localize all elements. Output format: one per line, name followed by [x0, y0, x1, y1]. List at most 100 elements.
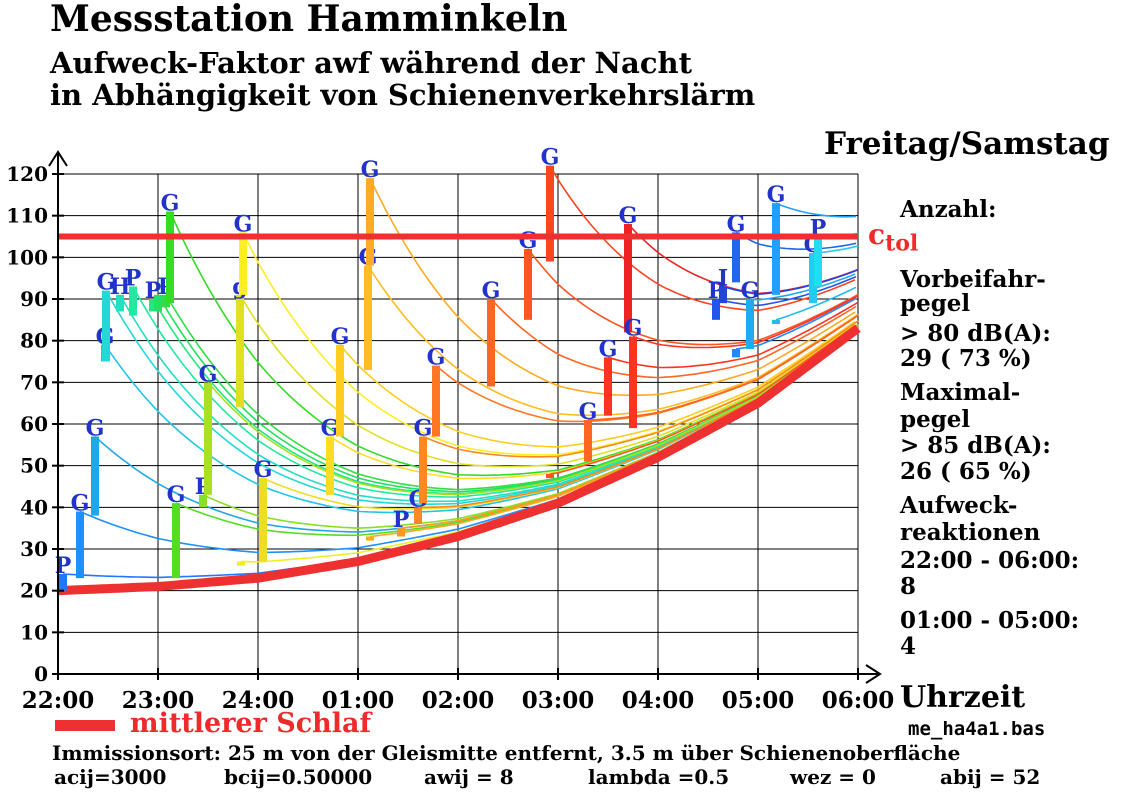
event-label: G — [579, 399, 598, 425]
x-tick-label: 03:00 — [522, 687, 595, 714]
event-label: G — [234, 211, 253, 237]
param-awij: awij = 8 — [424, 765, 514, 789]
param-lambda: lambda =0.5 — [588, 765, 730, 789]
x-axis-arrow — [865, 664, 882, 684]
decay-curve — [490, 298, 857, 379]
passby-line4: 29 ( 73 %) — [900, 345, 1032, 372]
legend-swatch — [55, 720, 115, 731]
y-tick-label: 120 — [6, 162, 48, 186]
max-line1: Maximal- — [900, 379, 1021, 406]
event-label: G — [727, 211, 746, 237]
event-label: G — [541, 145, 560, 171]
x-tick-label: 06:00 — [822, 687, 895, 714]
x-tick-label: 23:00 — [122, 687, 195, 714]
decay-curve — [715, 276, 857, 307]
x-tick-label: 24:00 — [222, 687, 295, 714]
event-label: G — [321, 416, 340, 442]
event-label: G — [741, 278, 760, 304]
file-name: me_ha4a1.bas — [908, 718, 1046, 740]
x-axis-unit: Uhrzeit — [900, 680, 1026, 715]
event-label: G — [482, 278, 501, 304]
decay-curve — [632, 295, 859, 349]
wake-line1: Aufweck- — [900, 492, 1018, 519]
tick-labels: 0 10 20 30 40 50 60 70 80 90 100 110 120 22:00 23:00 24… — [6, 162, 894, 714]
param-wez: wez = 0 — [790, 765, 876, 789]
y-tick-label: 0 — [34, 662, 48, 686]
x-tick-label: 01:00 — [322, 687, 395, 714]
decay-curve — [202, 326, 859, 529]
event-label: G — [361, 157, 380, 183]
y-tick-label: 80 — [20, 329, 48, 353]
max-line4: 26 ( 65 %) — [900, 458, 1032, 485]
x-tick-label: 04:00 — [622, 687, 695, 714]
x-tick-label: 22:00 — [22, 687, 95, 714]
decay-curve — [527, 248, 859, 346]
chart-subtitle-line1: Aufweck-Faktor awf während der Nacht — [50, 46, 692, 80]
event-label: P — [393, 507, 410, 533]
decay-curve — [422, 320, 859, 458]
event-bars: PGGGGHPPPGGPGgGGGGGGPGGGGGGGGGGPIGGGGP — [55, 145, 826, 591]
event-label: G — [624, 316, 643, 342]
passby-line3: > 80 dB(A): — [900, 320, 1051, 347]
decay-curve — [339, 320, 856, 448]
max-line3: > 85 dB(A): — [900, 432, 1051, 459]
y-tick-label: 90 — [20, 287, 48, 311]
day-label: Freitag/Samstag — [824, 126, 1110, 162]
event-label: G — [167, 482, 186, 508]
y-tick-label: 100 — [6, 245, 48, 269]
passby-line1: Vorbeifahr- — [900, 266, 1046, 293]
decay-curve — [735, 231, 857, 250]
event-label: H — [110, 274, 131, 300]
x-tick-label: 02:00 — [422, 687, 495, 714]
decay-curve — [104, 327, 856, 514]
wake-line4: 8 — [900, 573, 917, 600]
immission-note: Immissionsort: 25 m von der Gleismitte e… — [52, 741, 961, 765]
param-acij: acij=3000 — [54, 765, 167, 789]
decay-curve — [105, 290, 857, 505]
event-label: G — [161, 191, 180, 217]
max-line2: pegel — [900, 406, 971, 433]
event-label: G — [427, 345, 446, 371]
decay-curve — [400, 327, 857, 529]
y-tick-label: 40 — [20, 495, 48, 519]
x-tick-label: 05:00 — [722, 687, 795, 714]
y-tick-label: 20 — [20, 579, 48, 603]
decay-curves — [57, 165, 861, 596]
decay-curve — [735, 297, 857, 350]
decay-curve — [369, 177, 856, 397]
event-label: G — [619, 203, 638, 229]
axes — [48, 150, 882, 684]
legend-label: mittlerer Schlaf — [130, 708, 372, 739]
y-tick-label: 60 — [20, 412, 48, 436]
passby-line2: pegel — [900, 290, 971, 317]
y-tick-label: 110 — [6, 204, 48, 228]
y-tick-label: 30 — [20, 537, 48, 561]
decay-curve — [749, 273, 856, 301]
wake-line5: 01:00 - 05:00: — [900, 607, 1080, 634]
y-tick-label: 50 — [20, 454, 48, 478]
decay-curve — [775, 286, 857, 321]
chart-subtitle-line2: in Abhängigkeit von Schienenverkehrslärm — [50, 78, 756, 112]
decay-curve — [722, 269, 859, 296]
chart-title: Messstation Hamminkeln — [50, 0, 568, 40]
event-label: I — [718, 266, 728, 292]
c-tol-label: ctol — [868, 218, 918, 257]
decay-curve — [549, 325, 856, 475]
c-tol-symbol: c — [868, 218, 886, 251]
event-label: G — [86, 416, 105, 442]
event-label: G — [519, 228, 538, 254]
y-axis-arrow — [48, 150, 68, 167]
event-label: P — [125, 266, 142, 292]
decay-curve — [367, 265, 859, 417]
decay-curve — [207, 324, 859, 496]
event-label: G — [199, 361, 218, 387]
event-label: G — [414, 416, 433, 442]
wake-line6: 4 — [900, 633, 917, 660]
event-label: G — [97, 270, 116, 296]
event-label: G — [767, 182, 786, 208]
param-abij: abij = 52 — [940, 765, 1041, 789]
wake-line3: 22:00 - 06:00: — [900, 547, 1080, 574]
wake-line2: reaktionen — [900, 519, 1041, 546]
decay-curve — [607, 301, 859, 369]
